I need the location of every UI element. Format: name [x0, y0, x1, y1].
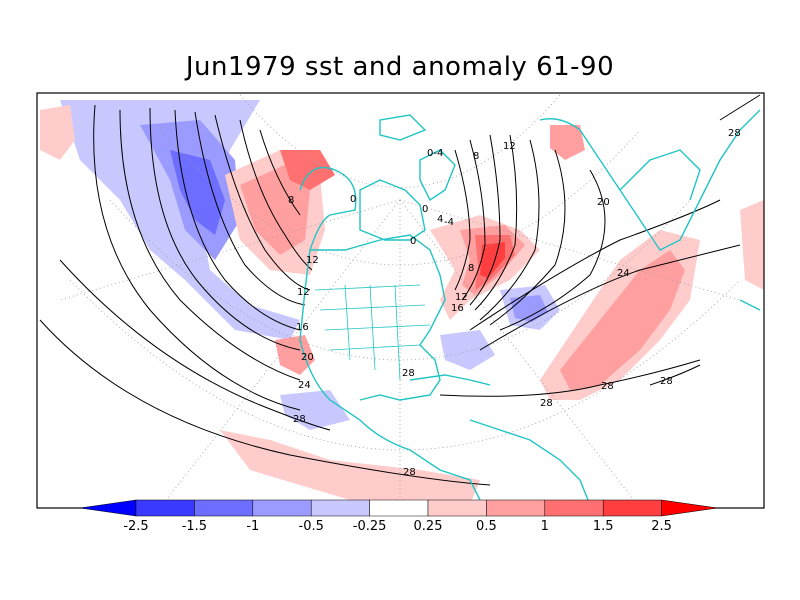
colorbar-tick-label: -2.5	[123, 519, 148, 534]
contour-label: 16	[451, 303, 464, 314]
contour-label: 12	[455, 292, 468, 303]
colorbar-tick-label: -1	[246, 519, 259, 534]
colorbar-box	[252, 499, 312, 517]
anomaly-red-patch	[740, 200, 764, 290]
contour-label: 20	[597, 197, 610, 208]
colorbar-tick-label: 0.25	[414, 519, 443, 534]
contour-label: 24	[617, 268, 630, 279]
contour-label: 28	[402, 368, 415, 379]
contour-label: 12	[503, 141, 516, 152]
colorbar-box	[427, 499, 487, 517]
colorbar-box	[602, 499, 662, 517]
colorbar-tick-label: 1.5	[593, 519, 614, 534]
colorbar-box	[486, 499, 546, 517]
colorbar-box	[369, 499, 429, 517]
anomaly-blue-patch	[280, 390, 350, 430]
anomaly-blue-patch	[170, 150, 225, 235]
contour-label: 28	[540, 398, 553, 409]
graticule	[59, 94, 741, 508]
contour-label: 12	[297, 287, 310, 298]
anomaly-blue-patch	[440, 330, 495, 370]
map-title: Jun1979 sst and anomaly 61-90	[185, 52, 615, 82]
contour-label: 8	[288, 195, 294, 206]
map-area: 8 12 12 16 20 24 28 28 0 0 -4 0-4 8 12 4…	[37, 93, 764, 508]
contour-labels: 8 12 12 16 20 24 28 28 0 0 -4 0-4 8 12 4…	[288, 128, 741, 478]
contour-label: 0-4	[427, 148, 443, 159]
contour-label: 12	[306, 255, 319, 266]
anomaly-red-patch	[550, 125, 585, 160]
colorbar-tick-label: -1.5	[182, 519, 207, 534]
anomaly-red-patch	[480, 242, 505, 278]
contour-label: 0	[410, 236, 416, 247]
contour-label: 28	[660, 376, 673, 387]
contour-label: 28	[601, 381, 614, 392]
anomaly-shading	[40, 100, 764, 505]
contour-label: 0	[350, 194, 356, 205]
contour-label: 4	[437, 214, 443, 225]
colorbar-tick-label: 2.5	[651, 519, 672, 534]
anomaly-red-patch	[275, 335, 315, 375]
contour-label: 20	[301, 352, 314, 363]
contour-label: 28	[293, 414, 306, 425]
colorbar-box	[310, 499, 370, 517]
colorbar-arrow-right	[661, 499, 718, 517]
anomaly-blue-patch	[60, 100, 300, 340]
contour-label: 24	[298, 380, 311, 391]
colorbar-tick-label: 0.5	[476, 519, 497, 534]
contour-label: -4	[444, 217, 454, 228]
contour-label: 16	[296, 322, 309, 333]
colorbar: -2.5 -1.5 -1 -0.5 -0.25 0.25 0.5 1 1.5 2.5	[79, 499, 718, 534]
contour-label: 8	[468, 263, 474, 274]
contour-label: 0	[422, 204, 428, 215]
anomaly-red-patch	[220, 430, 480, 505]
coastlines	[299, 109, 761, 506]
colorbar-tick-label: -0.5	[299, 519, 324, 534]
colorbar-box	[194, 499, 254, 517]
us-state-borders	[314, 284, 431, 381]
colorbar-box	[544, 499, 604, 517]
contour-label: 8	[473, 151, 479, 162]
colorbar-tick-label: 1	[541, 519, 549, 534]
anomaly-red-patch	[280, 150, 335, 190]
anomaly-red-patch	[560, 250, 685, 390]
contour-label: 28	[728, 128, 741, 139]
anomaly-red-patch	[40, 105, 75, 160]
colorbar-box	[135, 499, 195, 517]
anomaly-red-patch	[240, 165, 310, 255]
colorbar-tick-label: -0.25	[353, 519, 387, 534]
contour-label: 28	[403, 467, 416, 478]
